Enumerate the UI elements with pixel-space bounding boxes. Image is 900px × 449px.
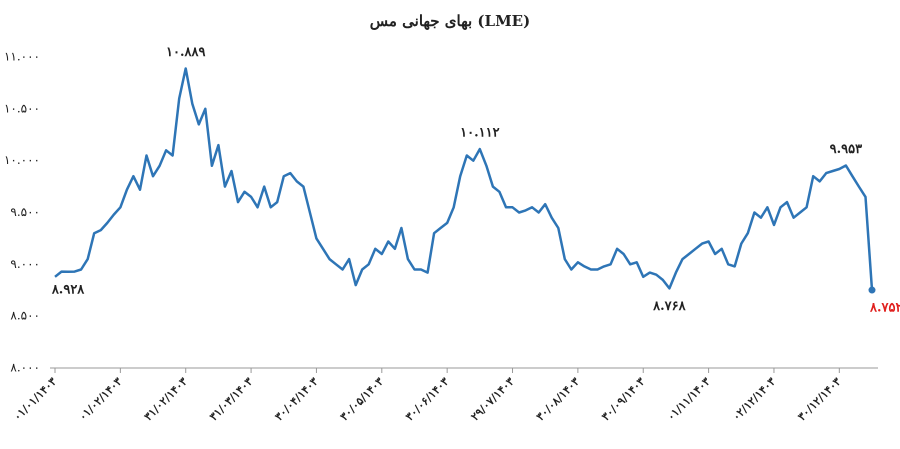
x-tick-label: ۳۰/۰۵/۱۴۰۳	[338, 375, 386, 423]
x-tick-label: ۳۰/۰۴/۱۴۰۳	[272, 375, 320, 423]
chart-title: بهای جهانی مس (LME)	[370, 12, 530, 30]
value-label: ۸.۹۲۸	[51, 282, 85, 297]
value-label: ۱۰.۸۸۹	[166, 45, 205, 60]
x-tick-label: ۳۰/۰۶/۱۴۰۳	[403, 375, 451, 423]
end-point	[868, 286, 876, 294]
x-tick-label: ۳۰/۰۹/۱۴۰۳	[599, 375, 647, 423]
y-tick-label: ۹.۰۰۰	[10, 257, 40, 271]
y-tick-label: ۹.۵۰۰	[10, 205, 40, 219]
value-label: ۱۰.۱۱۲	[460, 126, 499, 141]
value-label: ۸.۷۵۲	[869, 301, 900, 316]
y-tick-label: ۸.۰۰۰	[10, 361, 40, 375]
x-tick-label: ۳۰/۱۲/۱۴۰۳	[795, 375, 843, 423]
value-label: ۸.۷۶۸	[652, 299, 686, 314]
x-tick-label: ۳۱/۰۳/۱۴۰۳	[207, 375, 255, 423]
y-tick-label: ۱۰.۰۰۰	[4, 153, 40, 167]
x-tick-label: ۰۱/۱۱/۱۴۰۳	[665, 375, 713, 423]
x-tick-label: ۳۰/۰۸/۱۴۰۳	[534, 375, 582, 423]
x-tick-label: ۰۱/۰۲/۱۴۰۳	[76, 375, 124, 423]
x-tick-label: ۰۲/۱۲/۱۴۰۳	[730, 375, 778, 423]
x-tick-label: ۲۹/۰۷/۱۴۰۳	[468, 375, 516, 423]
x-tick-label: ۳۱/۰۲/۱۴۰۳	[142, 375, 190, 423]
x-tick-label: ۰۱/۰۱/۱۴۰۳	[11, 375, 59, 423]
y-tick-label: ۱۰.۵۰۰	[4, 101, 40, 115]
price-line	[54, 67, 874, 291]
value-label: ۹.۹۵۳	[830, 142, 862, 157]
y-tick-label: ۸.۵۰۰	[10, 309, 40, 323]
y-tick-label: ۱۱.۰۰۰	[4, 50, 40, 64]
